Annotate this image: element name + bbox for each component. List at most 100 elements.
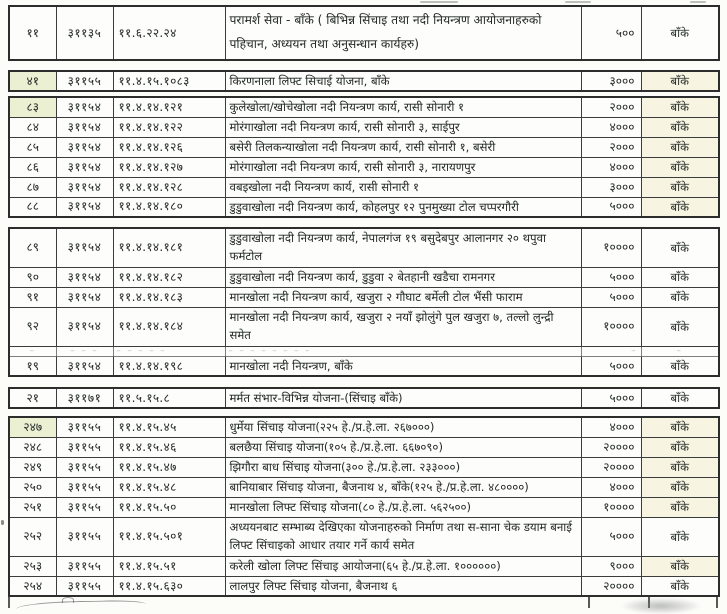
cell-budget-code: ११.४.१५.६३० — [112, 575, 226, 597]
table-row: ४१ ३११५५ ११.४.१५.१०८३ किरणनाला लिफ्ट सिच… — [8, 70, 720, 92]
cell-district: बाँके — [640, 555, 720, 577]
cell-amount: ४००० — [580, 116, 642, 138]
cell-amount: ३००० — [580, 70, 642, 92]
cell-project-description: मानखोला नदी नियन्त्रण कार्य, खजुरा २ नया… — [224, 306, 582, 347]
cell-project-description: मानखोला नदी नियन्त्रण, बाँके — [224, 355, 582, 377]
cell-project-description: कुलेखोला/खोचेखोला नदी नियन्त्रण कार्य, र… — [224, 96, 582, 118]
partial-row-border — [8, 595, 10, 608]
cell-amount: १०००० — [580, 306, 642, 347]
cell-project-description: मोरंगाखोला नदी नियन्त्रण कार्य, रासी सोन… — [224, 156, 582, 178]
cell-account-code: ३११५४ — [55, 116, 114, 138]
cell-budget-code: ११.४.१४.१२६ — [112, 136, 226, 158]
cell-budget-code: ११.६.२२.२४ — [112, 5, 226, 61]
cell-account-code: ३११५४ — [55, 286, 114, 308]
cell-serial-number: १९ — [8, 355, 57, 377]
cell-serial-number: – — [8, 345, 57, 357]
table-row: २५२ ३११५५ ११.४.१५.५०१ अध्ययनबाट सम्भाब्य… — [8, 516, 720, 557]
table-row: २४७ ३११५५ ११.४.१५.४५ धुर्मेया सिंचाइ योज… — [8, 416, 720, 438]
cell-account-code: ३११५४ — [55, 355, 114, 377]
cell-project-description: बलछैया सिंचाइ योजना(१०५ हे./प्र.हे.ला. ६… — [224, 436, 582, 458]
table-block-5: २१ ३११७१ ११.५.१५.८ मर्मत संभार-विभिन्न य… — [8, 387, 720, 410]
cell-budget-code: ११.५.१५.८ — [112, 387, 226, 409]
cell-budget-code: ११.४.१४.१२८ — [112, 176, 226, 198]
cell-budget-code: ११.४.१५.४७ — [112, 456, 226, 478]
cell-account-code: ३११५५ — [55, 476, 114, 498]
cell-account-code: ३११५५ — [55, 416, 114, 438]
partial-row-border — [716, 595, 718, 608]
cell-account-code: ३११५५ — [55, 70, 114, 92]
cell-district: बाँके — [640, 156, 720, 178]
table-row: २५१ ३११५५ ११.४.१५.५० मानखोला लिफ्ट सिंचा… — [8, 496, 720, 518]
cell-serial-number: ९१ — [8, 286, 57, 308]
cell-account-code: ३११५४ — [55, 156, 114, 178]
cell-project-description: डुडुवाखोला नदी नियन्त्रण कार्य, डुडुवा २… — [224, 266, 582, 288]
table-row: – – – – – – – – – – – – – – – – – – – — [8, 345, 720, 357]
cell-amount: ४००० — [580, 416, 642, 438]
cell-amount: १०००० — [580, 496, 642, 518]
cell-serial-number: २१ — [8, 387, 57, 409]
cell-budget-code: ११.४.१५.५०१ — [112, 516, 226, 557]
partial-row-text-fragment — [62, 597, 74, 603]
cell-amount: ५००० — [580, 387, 642, 409]
cell-account-code: ३११५४ — [55, 136, 114, 158]
table-row: २१ ३११७१ ११.५.१५.८ मर्मत संभार-विभिन्न य… — [8, 387, 720, 409]
table-row: ९० ३११५४ ११.४.१४.१८२ डुडुवाखोला नदी नियन… — [8, 266, 720, 288]
table-row: २४९ ३११५५ ११.४.१५.४७ झिगौरा बाध सिंचाइ य… — [8, 456, 720, 478]
cell-serial-number: ११ — [8, 5, 57, 61]
cell-budget-code: ११.४.१५.५१ — [112, 555, 226, 577]
cell-account-code: – – – — [55, 345, 114, 357]
table-row: ८६ ३११५४ ११.४.१४.१२७ मोरंगाखोला नदी नियन… — [8, 156, 720, 178]
cell-serial-number: ८८ — [8, 196, 57, 218]
cell-amount: ५००० — [580, 286, 642, 308]
table-block-1: ११ ३११३५ ११.६.२२.२४ परामर्श सेवा - बाँके… — [8, 5, 720, 61]
table-row: ८८ ३११५४ ११.४.१४.१८० डुडुवाखोला नदी नियन… — [8, 196, 720, 218]
partial-row-text-fragment — [15, 599, 147, 610]
scan-artifact-top — [420, 1, 458, 3]
cell-amount: ५००० — [580, 266, 642, 288]
cell-project-description: मर्मत संभार-विभिन्न योजना-(सिंचाइ बाँके) — [224, 387, 582, 409]
cell-district: बाँके — [640, 575, 720, 597]
cell-serial-number: ८३ — [8, 96, 57, 118]
cell-account-code: ३११५५ — [55, 575, 114, 597]
cell-amount: २००० — [580, 136, 642, 158]
cell-project-description: बसेरी तिलकन्याखोला नदी नियन्त्रण कार्य, … — [224, 136, 582, 158]
cell-district: बाँके — [640, 306, 720, 347]
cell-district: बाँके — [640, 5, 720, 61]
cell-district: बाँके — [640, 96, 720, 118]
scan-artifact-top — [565, 1, 591, 3]
cell-district: बाँके — [640, 176, 720, 198]
cell-budget-code: ११.४.१५.१०८३ — [112, 70, 226, 92]
cell-district: बाँके — [640, 355, 720, 377]
table-row: २४८ ३११५५ ११.४.१५.४६ बलछैया सिंचाइ योजना… — [8, 436, 720, 458]
table-row: ८४ ३११५४ ११.४.१४.१२२ मोरंगाखोला नदी नियन… — [8, 116, 720, 138]
cell-district: बाँके — [640, 136, 720, 158]
cell-budget-code: ११.४.१४.१८० — [112, 196, 226, 218]
cell-budget-code: ११.४.१४.१८२ — [112, 266, 226, 288]
cell-district: बाँके — [640, 476, 720, 498]
cell-project-description: मानखोला लिफ्ट सिंचाइ योजना(८० हे./प्र.हे… — [224, 496, 582, 518]
cell-budget-code: ११.४.१५.५० — [112, 496, 226, 518]
table-row: ९२ ३११५४ ११.४.१४.१८४ मानखोला नदी नियन्त्… — [8, 306, 720, 347]
table-row: ८९ ३११५४ ११.४.१४.१८१ डुडुवाखोला नदी नियन… — [8, 227, 720, 268]
cell-budget-code: ११.४.१४.१८१ — [112, 227, 226, 268]
cell-project-description: – – – – – – – – — [224, 345, 582, 357]
cell-project-description: वबइखोला नदी नियन्त्रण कार्य, रासी सोनारी… — [224, 176, 582, 198]
cell-district: बाँके — [640, 266, 720, 288]
cell-account-code: ३११५४ — [55, 306, 114, 347]
cell-district: – — [640, 345, 720, 357]
cell-project-description: अध्ययनबाट सम्भाब्य देखिएका योजनाहरुको नि… — [224, 516, 582, 557]
cell-district: बाँके — [640, 416, 720, 438]
cell-district: बाँके — [640, 496, 720, 518]
cell-amount: २०००० — [580, 456, 642, 478]
cell-serial-number: ८४ — [8, 116, 57, 138]
cell-budget-code: ११.४.१५.४५ — [112, 416, 226, 438]
table-block-2: ४१ ३११५५ ११.४.१५.१०८३ किरणनाला लिफ्ट सिच… — [8, 70, 720, 92]
cell-project-description: करेली खोला लिफ्ट सिंचाइ आयोजना(६५ हे./प्… — [224, 555, 582, 577]
table-row: ८७ ३११५४ ११.४.१४.१२८ वबइखोला नदी नियन्त्… — [8, 176, 720, 198]
cell-district: बाँके — [640, 286, 720, 308]
cell-serial-number: २५२ — [8, 516, 57, 557]
cell-budget-code: ११.४.१४.१२१ — [112, 96, 226, 118]
cell-budget-code: ११.४.१५.४६ — [112, 436, 226, 458]
cell-district: बाँके — [640, 227, 720, 268]
cell-budget-code: ११.४.१४.१९८ — [112, 355, 226, 377]
